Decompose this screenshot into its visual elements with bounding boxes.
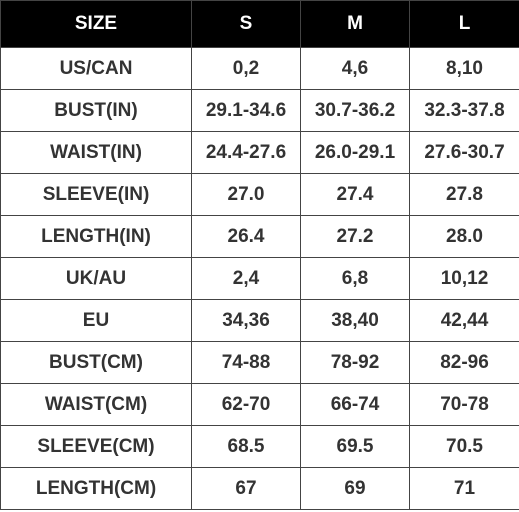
size-value: 29.1-34.6	[191, 89, 301, 132]
size-value: 62-70	[191, 383, 301, 426]
size-value: 0,2	[191, 47, 301, 90]
table-row: EU 34,36 38,40 42,44	[0, 299, 519, 342]
table-row: WAIST(CM) 62-70 66-74 70-78	[0, 383, 519, 426]
header-cell: M	[300, 0, 410, 48]
size-value: 70-78	[409, 383, 519, 426]
row-label: BUST(IN)	[0, 89, 192, 132]
table-row: SLEEVE(CM) 68.5 69.5 70.5	[0, 425, 519, 468]
size-value: 2,4	[191, 257, 301, 300]
size-value: 69	[300, 467, 410, 510]
table-row: US/CAN 0,2 4,6 8,10	[0, 47, 519, 90]
row-label: SLEEVE(IN)	[0, 173, 192, 216]
table-row: BUST(IN) 29.1-34.6 30.7-36.2 32.3-37.8	[0, 89, 519, 132]
table-row: UK/AU 2,4 6,8 10,12	[0, 257, 519, 300]
header-row: SIZE S M L	[0, 0, 519, 48]
size-value: 24.4-27.6	[191, 131, 301, 174]
row-label: UK/AU	[0, 257, 192, 300]
size-value: 32.3-37.8	[409, 89, 519, 132]
size-value: 27.2	[300, 215, 410, 258]
header-cell: L	[409, 0, 519, 48]
header-cell: SIZE	[0, 0, 192, 48]
table-row: BUST(CM) 74-88 78-92 82-96	[0, 341, 519, 384]
size-value: 42,44	[409, 299, 519, 342]
size-value: 26.4	[191, 215, 301, 258]
size-value: 27.0	[191, 173, 301, 216]
row-label: US/CAN	[0, 47, 192, 90]
size-value: 71	[409, 467, 519, 510]
size-value: 34,36	[191, 299, 301, 342]
row-label: LENGTH(IN)	[0, 215, 192, 258]
header-cell: S	[191, 0, 301, 48]
size-value: 27.6-30.7	[409, 131, 519, 174]
size-value: 26.0-29.1	[300, 131, 410, 174]
size-value: 82-96	[409, 341, 519, 384]
row-label: LENGTH(CM)	[0, 467, 192, 510]
table-row: SLEEVE(IN) 27.0 27.4 27.8	[0, 173, 519, 216]
size-value: 27.8	[409, 173, 519, 216]
size-value: 67	[191, 467, 301, 510]
size-value: 28.0	[409, 215, 519, 258]
size-value: 4,6	[300, 47, 410, 90]
size-value: 78-92	[300, 341, 410, 384]
size-value: 68.5	[191, 425, 301, 468]
row-label: BUST(CM)	[0, 341, 192, 384]
row-label: WAIST(IN)	[0, 131, 192, 174]
size-value: 27.4	[300, 173, 410, 216]
size-value: 30.7-36.2	[300, 89, 410, 132]
size-value: 6,8	[300, 257, 410, 300]
size-value: 8,10	[409, 47, 519, 90]
table-row: LENGTH(CM) 67 69 71	[0, 467, 519, 510]
size-value: 69.5	[300, 425, 410, 468]
size-value: 66-74	[300, 383, 410, 426]
size-value: 74-88	[191, 341, 301, 384]
size-value: 38,40	[300, 299, 410, 342]
row-label: EU	[0, 299, 192, 342]
table-row: LENGTH(IN) 26.4 27.2 28.0	[0, 215, 519, 258]
size-value: 70.5	[409, 425, 519, 468]
table-row: WAIST(IN) 24.4-27.6 26.0-29.1 27.6-30.7	[0, 131, 519, 174]
row-label: SLEEVE(CM)	[0, 425, 192, 468]
size-value: 10,12	[409, 257, 519, 300]
row-label: WAIST(CM)	[0, 383, 192, 426]
